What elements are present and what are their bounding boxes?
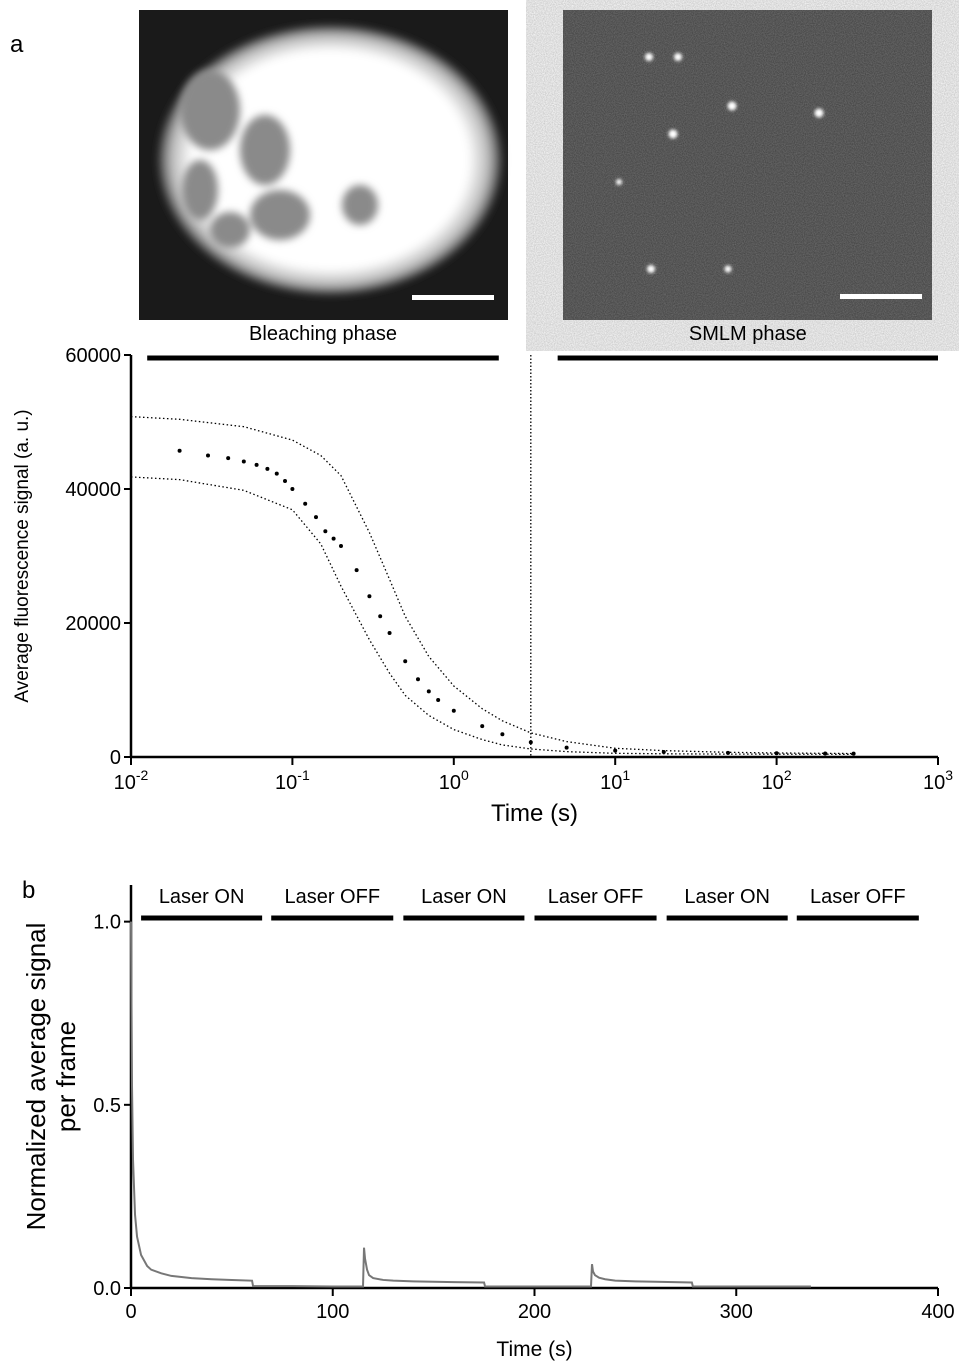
data-point (354, 568, 359, 573)
data-point (331, 536, 336, 541)
confidence-line (130, 476, 854, 755)
signal-line (130, 921, 811, 1288)
y-axis-title: Normalized average signal (21, 923, 51, 1231)
x-tick-exponent: -1 (297, 767, 310, 783)
data-point (613, 748, 618, 753)
data-point (415, 677, 420, 682)
x-tick-label: 0 (125, 1301, 136, 1323)
y-axis-title: per frame (51, 1021, 81, 1132)
x-axis-title: Time (s) (496, 1338, 572, 1361)
data-point (290, 487, 295, 491)
x-tick-label: 300 (720, 1301, 753, 1323)
x-axis-title: Time (s) (491, 800, 578, 827)
x-tick-label: 10-2 (114, 767, 149, 794)
data-point (265, 466, 270, 471)
smlm-image (563, 10, 932, 320)
y-tick-label: 20000 (65, 613, 121, 635)
data-point (480, 724, 485, 729)
panel-label: b (22, 877, 35, 904)
phase-label: Bleaching phase (249, 323, 397, 345)
phase-label: Laser OFF (810, 886, 906, 908)
data-point (851, 751, 856, 756)
y-axis-title: Average fluorescence signal (a. u.) (12, 409, 33, 702)
phase-label: Laser ON (684, 886, 770, 908)
data-point (241, 459, 246, 464)
data-point (177, 448, 182, 453)
x-tick-base: 10 (439, 772, 461, 794)
x-tick-exponent: 2 (784, 767, 792, 783)
y-tick-label: 0 (110, 747, 121, 769)
data-point (426, 689, 431, 694)
data-point (387, 631, 392, 636)
x-tick-label: 103 (923, 767, 953, 794)
y-tick-label: 1.0 (93, 912, 121, 934)
x-tick-label: 10-1 (275, 767, 310, 794)
x-tick-base: 10 (600, 772, 622, 794)
y-tick-label: 0.5 (93, 1095, 121, 1117)
x-tick-label: 100 (316, 1301, 349, 1323)
data-point (338, 543, 343, 548)
data-point (226, 456, 231, 461)
x-tick-exponent: -2 (136, 767, 149, 783)
data-point (283, 478, 288, 483)
phase-label: Laser ON (159, 886, 245, 908)
data-point (274, 471, 279, 476)
data-point (403, 659, 408, 664)
phase-label: SMLM phase (689, 323, 807, 345)
x-tick-exponent: 3 (945, 767, 953, 783)
data-point (206, 453, 211, 458)
data-point (254, 462, 259, 467)
x-tick-base: 10 (275, 772, 297, 794)
data-point (564, 745, 569, 750)
y-tick-label: 0.0 (93, 1278, 121, 1300)
data-point (378, 614, 383, 619)
phase-label: Laser OFF (548, 886, 644, 908)
x-tick-label: 101 (600, 767, 630, 794)
data-point (436, 698, 441, 703)
phase-label: Laser ON (421, 886, 507, 908)
data-point (367, 594, 372, 599)
data-point (500, 732, 505, 737)
data-point (323, 529, 328, 534)
cell-image (139, 10, 508, 320)
data-point (451, 708, 456, 713)
x-tick-exponent: 0 (461, 767, 469, 783)
x-tick-label: 200 (518, 1301, 551, 1323)
x-tick-label: 100 (439, 767, 469, 794)
confidence-line (130, 415, 854, 755)
data-point (313, 515, 318, 520)
x-tick-exponent: 1 (622, 767, 630, 783)
phase-label: Laser OFF (284, 886, 380, 908)
x-tick-label: 102 (762, 767, 792, 794)
y-tick-label: 40000 (65, 479, 121, 501)
y-tick-label: 60000 (65, 345, 121, 367)
data-point (303, 501, 308, 506)
panel-label: a (10, 31, 24, 58)
data-point (528, 740, 533, 745)
x-tick-base: 10 (762, 772, 784, 794)
x-tick-label: 400 (921, 1301, 954, 1323)
x-tick-base: 10 (923, 772, 945, 794)
x-tick-base: 10 (114, 772, 136, 794)
